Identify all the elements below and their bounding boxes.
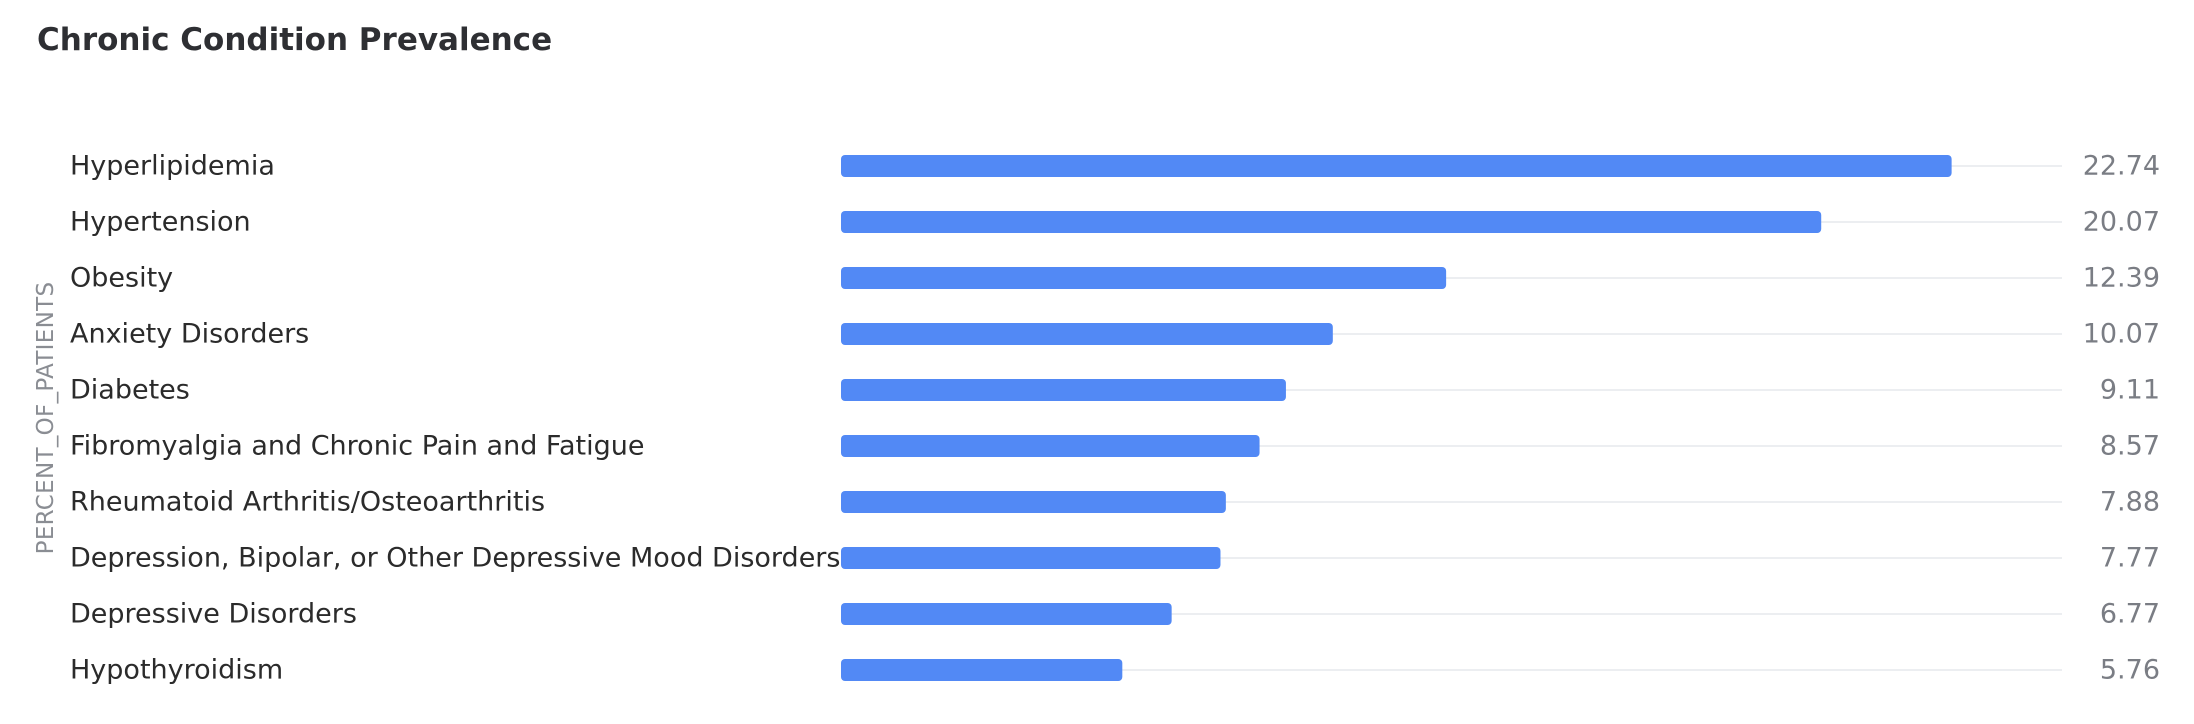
category-label: Anxiety Disorders [70, 319, 309, 350]
category-label: Diabetes [70, 375, 190, 406]
bar[interactable] [841, 659, 1123, 681]
bar-track [841, 501, 2062, 503]
bar-row: Fibromyalgia and Chronic Pain and Fatigu… [70, 431, 2160, 462]
bar[interactable] [841, 491, 1226, 513]
bar-track [841, 277, 2062, 279]
bar[interactable] [841, 379, 1286, 401]
bar-row: Hyperlipidemia 22.74 [70, 151, 2160, 182]
value-label: 20.07 [2083, 207, 2160, 238]
chart-title: Chronic Condition Prevalence [37, 22, 553, 58]
bar-row: Hypertension 20.07 [70, 207, 2160, 238]
value-label: 6.77 [2100, 599, 2160, 630]
category-label: Depression, Bipolar, or Other Depressive… [70, 543, 840, 574]
category-label: Obesity [70, 263, 173, 294]
bar-row: Depressive Disorders 6.77 [70, 599, 2160, 630]
bar[interactable] [841, 547, 1221, 569]
value-label: 7.88 [2100, 487, 2160, 518]
bar-track [841, 389, 2062, 391]
bar[interactable] [841, 211, 1822, 233]
category-label: Fibromyalgia and Chronic Pain and Fatigu… [70, 431, 644, 462]
bar-row: Obesity 12.39 [70, 263, 2160, 294]
bar[interactable] [841, 603, 1172, 625]
bar-track [841, 445, 2062, 447]
bar-row: Anxiety Disorders 10.07 [70, 319, 2160, 350]
bar-track [841, 333, 2062, 335]
category-label: Hyperlipidemia [70, 151, 275, 182]
value-label: 12.39 [2083, 263, 2160, 294]
value-label: 9.11 [2100, 375, 2160, 406]
value-label: 22.74 [2083, 151, 2160, 182]
category-label: Hypertension [70, 207, 251, 238]
bar-row: Depression, Bipolar, or Other Depressive… [70, 543, 2160, 574]
bar-track [841, 669, 2062, 671]
bar-row: Hypothyroidism 5.76 [70, 655, 2160, 686]
bar[interactable] [841, 323, 1333, 345]
category-label: Depressive Disorders [70, 599, 357, 630]
value-label: 10.07 [2083, 319, 2160, 350]
value-label: 8.57 [2100, 431, 2160, 462]
category-label: Rheumatoid Arthritis/Osteoarthritis [70, 487, 545, 518]
bar[interactable] [841, 155, 1952, 177]
bar-row: Rheumatoid Arthritis/Osteoarthritis 7.88 [70, 487, 2160, 518]
value-label: 5.76 [2100, 655, 2160, 686]
bar[interactable] [841, 435, 1260, 457]
bar[interactable] [841, 267, 1447, 289]
bar-row: Diabetes 9.11 [70, 375, 2160, 406]
value-label: 7.77 [2100, 543, 2160, 574]
category-label: Hypothyroidism [70, 655, 283, 686]
bar-track [841, 557, 2062, 559]
bar-track [841, 613, 2062, 615]
